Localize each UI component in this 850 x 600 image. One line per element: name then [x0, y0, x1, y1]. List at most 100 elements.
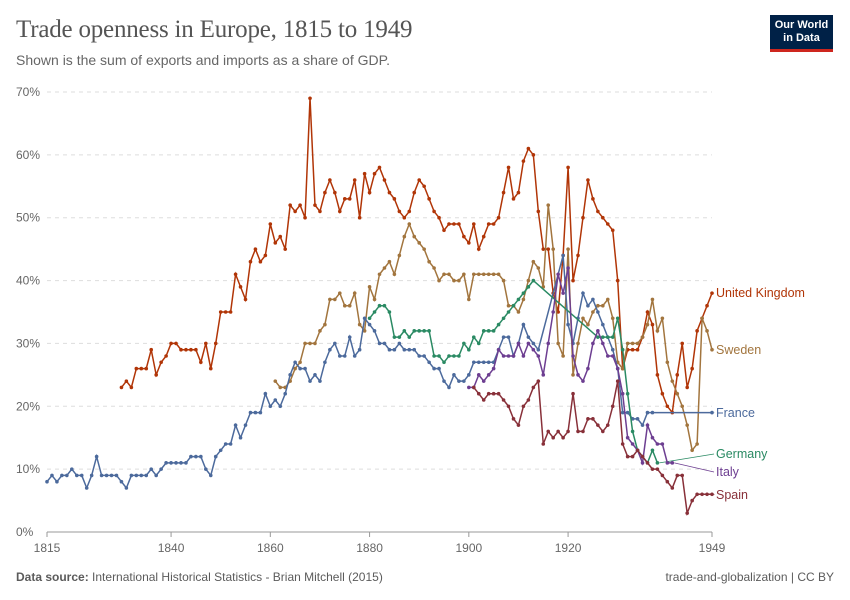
data-point-france — [501, 335, 506, 339]
data-point-france — [308, 379, 312, 383]
data-point-sweden — [551, 247, 555, 251]
data-point-united-kingdom — [457, 222, 461, 226]
data-point-spain — [486, 391, 491, 396]
data-point-italy — [506, 354, 511, 358]
data-point-sweden — [402, 234, 407, 239]
data-point-germany — [506, 310, 511, 314]
data-point-united-kingdom — [308, 96, 312, 101]
data-point-sweden — [457, 278, 461, 283]
data-point-sweden — [318, 329, 322, 333]
data-point-france — [476, 360, 481, 365]
data-point-united-kingdom — [204, 341, 208, 346]
data-point-france — [55, 479, 59, 484]
data-point-france — [407, 347, 412, 352]
data-point-germany — [491, 329, 496, 333]
data-point-sweden — [422, 247, 426, 251]
data-point-sweden — [397, 253, 402, 258]
data-point-sweden — [382, 266, 387, 270]
data-point-united-kingdom — [134, 366, 139, 371]
data-point-france — [189, 454, 193, 459]
license-text[interactable]: trade-and-globalization | CC BY — [665, 570, 834, 584]
data-point-italy — [571, 354, 575, 358]
data-point-united-kingdom — [526, 146, 531, 151]
owid-logo[interactable]: Our World in Data — [770, 15, 833, 52]
data-point-united-kingdom — [660, 391, 665, 396]
data-point-spain — [531, 385, 536, 390]
data-point-germany — [427, 329, 431, 333]
data-point-france — [447, 385, 451, 390]
data-point-italy — [640, 461, 645, 465]
data-point-germany — [407, 335, 412, 339]
data-point-spain — [566, 429, 570, 434]
data-point-sweden — [591, 310, 595, 314]
data-point-sweden — [630, 341, 635, 346]
data-point-germany — [417, 329, 422, 333]
data-point-spain — [670, 486, 675, 490]
data-point-italy — [650, 435, 655, 440]
data-point-sweden — [357, 322, 362, 327]
data-point-united-kingdom — [412, 190, 417, 195]
data-point-united-kingdom — [164, 354, 168, 358]
data-point-united-kingdom — [447, 222, 451, 226]
data-point-united-kingdom — [655, 373, 660, 377]
data-point-united-kingdom — [491, 222, 496, 226]
data-point-france — [50, 473, 54, 478]
data-point-italy — [670, 461, 675, 465]
data-point-sweden — [442, 272, 446, 277]
data-point-united-kingdom — [630, 347, 635, 352]
y-tick-label: 20% — [16, 399, 40, 413]
data-point-sweden — [347, 303, 352, 308]
data-point-spain — [690, 498, 694, 503]
data-point-france — [471, 360, 476, 365]
data-point-germany — [452, 354, 456, 358]
data-point-sweden — [635, 341, 640, 346]
data-point-germany — [601, 335, 605, 339]
data-source-link[interactable]: International Historical Statistics - Br… — [92, 570, 383, 584]
data-point-sweden — [601, 303, 605, 308]
data-point-germany — [531, 278, 536, 283]
data-point-united-kingdom — [184, 347, 188, 352]
data-point-united-kingdom — [645, 310, 650, 314]
data-point-france — [352, 354, 357, 358]
data-point-germany — [615, 316, 620, 321]
data-point-italy — [630, 442, 635, 446]
data-point-sweden — [576, 341, 580, 346]
data-point-sweden — [471, 272, 476, 277]
data-point-germany — [462, 341, 466, 346]
data-point-united-kingdom — [144, 366, 149, 371]
data-point-united-kingdom — [337, 209, 342, 214]
x-tick-label: 1880 — [356, 541, 383, 555]
data-point-france — [481, 360, 486, 365]
data-point-france — [536, 347, 541, 352]
data-point-germany — [650, 448, 655, 453]
x-tick-label: 1860 — [257, 541, 284, 555]
data-point-italy — [481, 379, 486, 383]
data-point-france — [194, 454, 198, 459]
data-point-germany — [471, 335, 476, 339]
data-point-united-kingdom — [695, 329, 699, 333]
data-point-italy — [546, 341, 551, 346]
data-point-united-kingdom — [129, 385, 134, 390]
data-point-germany — [496, 322, 501, 327]
data-point-united-kingdom — [347, 197, 352, 201]
data-point-spain — [576, 429, 580, 434]
data-point-france — [139, 473, 144, 478]
data-point-france — [333, 341, 337, 346]
data-point-sweden — [342, 303, 347, 308]
data-point-sweden — [556, 341, 560, 346]
data-point-spain — [496, 391, 501, 396]
data-point-spain — [526, 398, 531, 402]
data-point-france — [432, 366, 436, 371]
data-point-sweden — [481, 272, 486, 277]
data-point-sweden — [625, 341, 630, 346]
data-point-france — [362, 316, 367, 321]
data-point-france — [159, 467, 163, 471]
data-point-italy — [591, 341, 595, 346]
data-point-united-kingdom — [238, 285, 243, 289]
data-point-italy — [467, 385, 471, 390]
data-point-germany — [486, 329, 491, 333]
data-point-france — [531, 341, 536, 346]
data-point-united-kingdom — [506, 165, 511, 170]
data-point-italy — [625, 435, 630, 440]
data-point-france — [154, 473, 158, 478]
